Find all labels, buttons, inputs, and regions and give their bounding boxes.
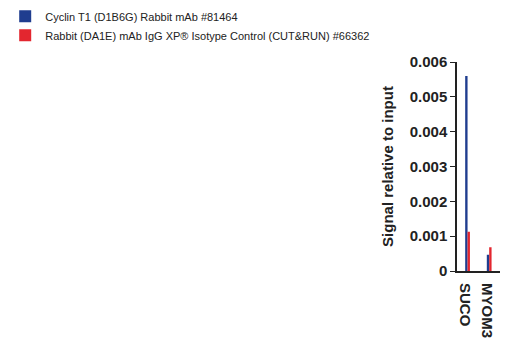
svg-text:SUCO: SUCO xyxy=(457,283,474,327)
svg-text:0.005: 0.005 xyxy=(410,88,448,105)
svg-text:0.006: 0.006 xyxy=(410,53,448,70)
svg-text:0.004: 0.004 xyxy=(410,123,448,140)
svg-text:0.002: 0.002 xyxy=(410,193,448,210)
svg-text:Rabbit (DA1E) mAb IgG XP® Isot: Rabbit (DA1E) mAb IgG XP® Isotype Contro… xyxy=(45,30,369,42)
svg-text:Cyclin T1 (D1B6G) Rabbit mAb #: Cyclin T1 (D1B6G) Rabbit mAb #81464 xyxy=(45,11,237,23)
svg-text:0.001: 0.001 xyxy=(410,227,448,244)
svg-text:0.003: 0.003 xyxy=(410,158,448,175)
svg-text:0: 0 xyxy=(439,262,447,279)
svg-text:MYOM3: MYOM3 xyxy=(479,283,496,338)
svg-text:Signal relative to input: Signal relative to input xyxy=(379,86,396,247)
